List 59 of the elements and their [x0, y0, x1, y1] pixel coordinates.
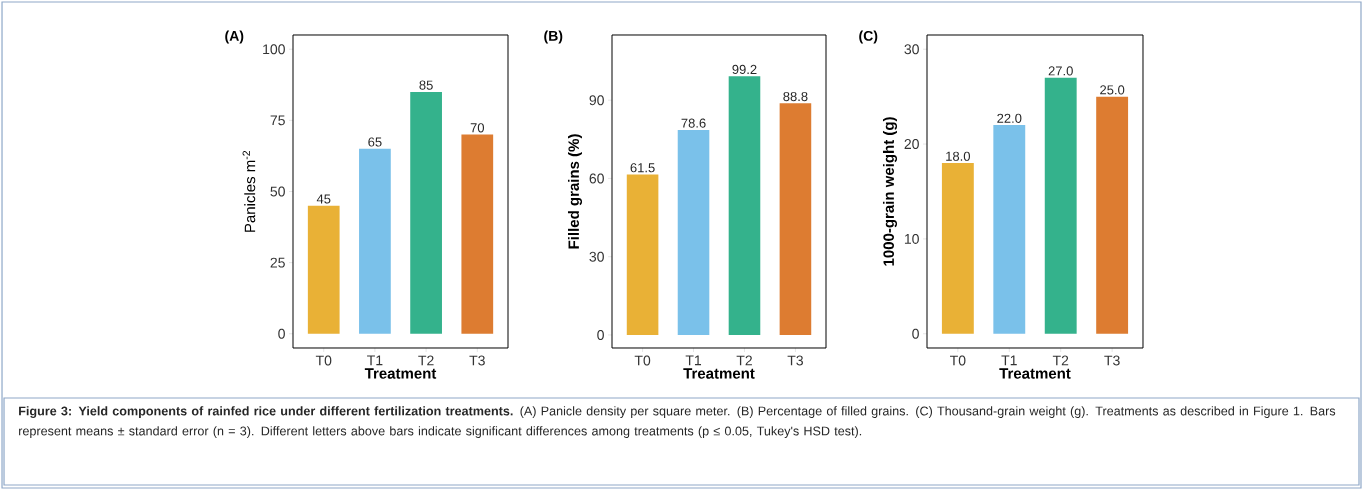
y-tick-label: 30 — [904, 44, 919, 55]
x-axis-title: Treatment — [999, 368, 1071, 379]
data-label: 65 — [368, 137, 382, 147]
x-tick-label: T2 — [1052, 355, 1069, 366]
data-label: 70 — [470, 123, 485, 133]
y-tick-label: 60 — [589, 173, 604, 184]
bar — [677, 129, 710, 335]
data-label: 27.0 — [1048, 66, 1073, 76]
x-tick-label: T2 — [418, 355, 434, 366]
data-label: 45 — [316, 194, 331, 204]
y-tick-label: 0 — [912, 328, 919, 339]
y-axis-title: Panicles m$^{-2}$ — [242, 150, 256, 232]
data-label: 18.0 — [946, 151, 970, 161]
data-label: 88.8 — [783, 91, 808, 102]
x-tick-label: T0 — [315, 355, 332, 366]
bar — [941, 163, 974, 334]
chart-title: (A) — [225, 30, 244, 44]
text: Figure 3: Yield components of rainfed rice under different fertilization treatments. (A) Panicle density per square meter. (B) Percentage of filled grains. (C) Thousand-grain weight (g). Treatments as described in Figure 1. Bars represent means ± standard error (n = 3). Different letters above bars indicate significant differences among treatments (p ≤ 0.05, Tukey's HSD test). — [19, 406, 1336, 438]
x-tick-label: T2 — [736, 355, 752, 366]
y-tick-label: 50 — [270, 186, 285, 197]
y-axis-title: 1000-grain weight (g) — [882, 117, 898, 266]
x-tick-label: T1 — [367, 355, 383, 366]
bar — [307, 205, 340, 334]
x-axis-title: Treatment — [364, 368, 437, 379]
data-label: 25.0 — [1100, 85, 1125, 95]
bar — [1044, 77, 1077, 334]
y-tick-label: 75 — [270, 115, 285, 126]
data-label: 85 — [419, 80, 433, 90]
y-tick-label: 30 — [589, 251, 604, 262]
x-tick-label: T0 — [634, 355, 651, 366]
x-tick-label: T3 — [787, 355, 803, 366]
bar — [993, 125, 1026, 334]
data-label: 61.5 — [630, 163, 655, 173]
bar — [410, 91, 442, 334]
data-label: 22.0 — [997, 113, 1022, 123]
data-label: 99.2 — [732, 64, 757, 75]
y-tick-label: 100 — [263, 44, 285, 55]
bar — [779, 103, 812, 335]
x-tick-label: T1 — [1001, 355, 1017, 366]
y-tick-label: 0 — [278, 328, 285, 339]
y-tick-label: 0 — [597, 329, 604, 340]
x-axis-title: Treatment — [683, 368, 755, 379]
data-label: 78.6 — [681, 118, 706, 128]
x-tick-label: T1 — [685, 355, 702, 366]
chart-title: (B) — [544, 30, 563, 44]
y-tick-label: 20 — [904, 139, 919, 150]
bar — [1096, 96, 1129, 334]
bar — [626, 174, 659, 335]
bar — [461, 134, 494, 334]
x-tick-label: T3 — [469, 355, 485, 366]
y-axis-title: Filled grains (%) — [567, 134, 583, 249]
x-tick-label: T0 — [950, 355, 966, 366]
bar — [359, 148, 391, 334]
y-tick-label: 90 — [589, 95, 604, 106]
bar — [728, 76, 761, 335]
y-tick-label: 25 — [270, 257, 285, 268]
x-tick-label: T3 — [1104, 355, 1120, 366]
y-tick-label: 10 — [904, 233, 919, 244]
chart-title: (C) — [859, 30, 878, 44]
